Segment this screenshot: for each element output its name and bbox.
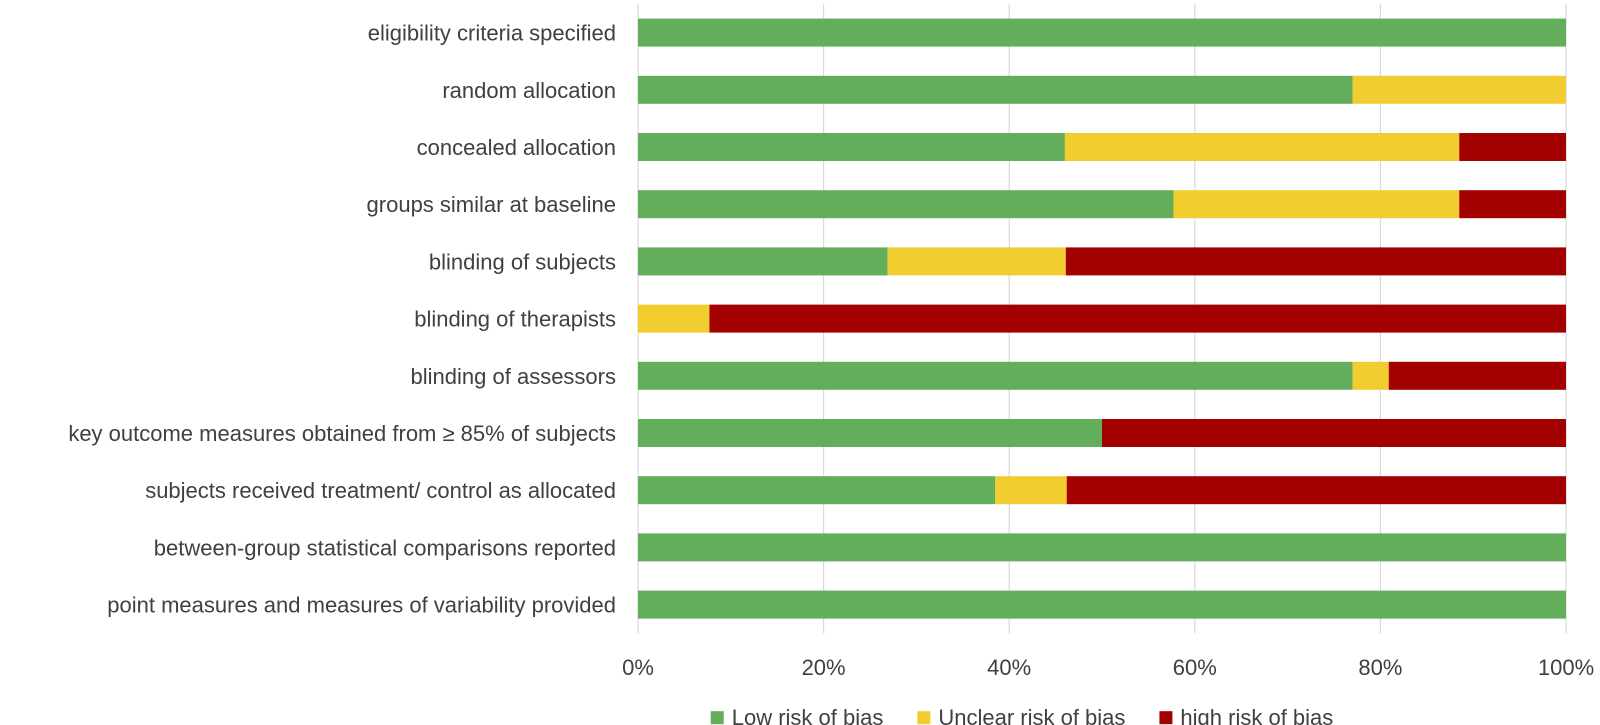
legend-label: Low risk of bias — [732, 705, 884, 725]
legend-swatch-high — [1159, 711, 1173, 725]
legend-swatch-low — [710, 711, 724, 725]
bars — [638, 18, 1566, 619]
x-axis-ticks: 0% 20% 40% 60% 80% 100% — [622, 655, 1594, 680]
x-tick-label: 100% — [1538, 655, 1594, 680]
bar-segment-unclear — [1352, 361, 1389, 390]
category-label: eligibility criteria specified — [368, 21, 616, 46]
bar-segment-unclear — [1352, 75, 1566, 104]
bar-segment-unclear — [638, 304, 710, 333]
bar-segment-high — [1388, 361, 1566, 390]
bar-segment-high — [1459, 190, 1566, 219]
bar-segment-unclear — [1064, 133, 1460, 161]
bar-segment-low — [638, 533, 1566, 562]
bar-segment-low — [638, 247, 888, 276]
bar-segment-low — [638, 476, 996, 505]
bar-segment-high — [1102, 419, 1566, 447]
bar-segment-low — [638, 419, 1102, 447]
bar-segment-unclear — [887, 247, 1066, 276]
x-tick-label: 60% — [1173, 655, 1217, 680]
bar-segment-low — [638, 190, 1174, 219]
x-tick-label: 40% — [987, 655, 1031, 680]
category-label: subjects received treatment/ control as … — [145, 478, 616, 503]
bar-segment-high — [1066, 476, 1566, 505]
x-tick-label: 80% — [1358, 655, 1402, 680]
bar-segment-low — [638, 133, 1065, 161]
x-tick-label: 20% — [802, 655, 846, 680]
bar-segment-unclear — [995, 476, 1067, 505]
category-label: blinding of subjects — [429, 249, 616, 274]
category-label: blinding of assessors — [411, 364, 616, 389]
category-label: between-group statistical comparisons re… — [154, 535, 616, 560]
bar-segment-unclear — [1173, 190, 1460, 219]
category-label: groups similar at baseline — [367, 192, 616, 217]
legend: Low risk of bias Unclear risk of bias high… — [710, 705, 1333, 725]
legend-label: high risk of bias — [1180, 705, 1333, 725]
bar-segment-high — [709, 304, 1566, 333]
bar-segment-low — [638, 590, 1566, 619]
bar-segment-low — [638, 361, 1353, 390]
category-label: concealed allocation — [417, 135, 616, 160]
category-label: point measures and measures of variabili… — [107, 593, 616, 618]
bar-segment-high — [1065, 247, 1566, 276]
category-label: random allocation — [442, 78, 616, 103]
category-label: blinding of therapists — [414, 307, 616, 332]
bar-segment-high — [1459, 133, 1566, 161]
legend-label: Unclear risk of bias — [938, 705, 1125, 725]
x-tick-label: 0% — [622, 655, 654, 680]
category-labels: eligibility criteria specified random all… — [68, 21, 616, 618]
bar-segment-low — [638, 75, 1353, 104]
category-label: key outcome measures obtained from ≥ 85%… — [68, 421, 616, 446]
legend-swatch-unclear — [917, 711, 931, 725]
bar-segment-low — [638, 18, 1566, 47]
